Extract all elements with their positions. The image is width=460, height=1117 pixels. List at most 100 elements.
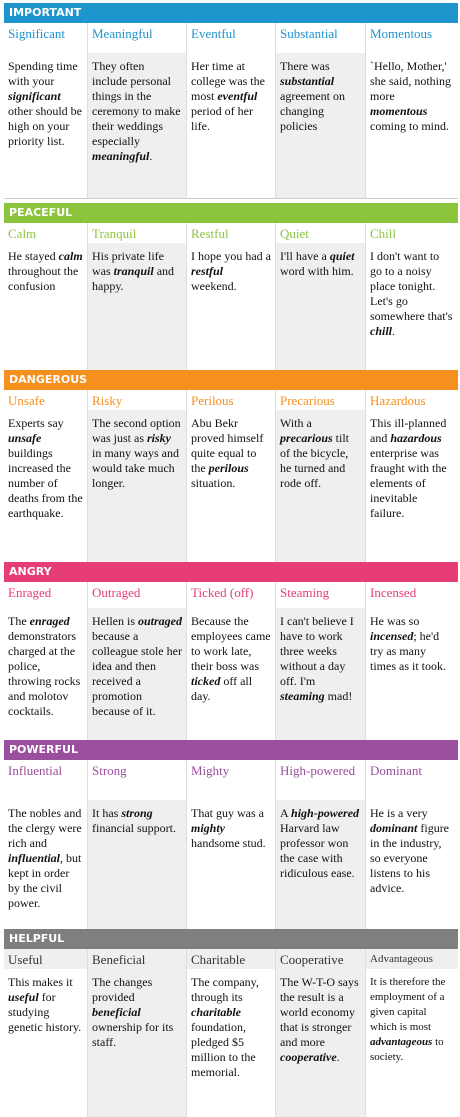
- keyword: tranquil: [113, 264, 154, 278]
- example-text: They often include personal things in th…: [92, 59, 181, 148]
- example: This ill-planned and hazardous enterpris…: [366, 410, 458, 574]
- example-text: demonstrators charged at the police, thr…: [8, 629, 81, 718]
- example-text: .: [336, 1050, 340, 1064]
- example-text: I don't want to go to a noisy place toni…: [370, 249, 453, 323]
- keyword: meaningful: [92, 149, 150, 163]
- example: I'll have a quiet word with him.: [276, 243, 366, 383]
- word: High-powered: [276, 760, 366, 800]
- example-text: financial support.: [92, 821, 176, 835]
- example-text: Harvard law professor won the case with …: [280, 821, 355, 880]
- example-text: figure in the industry, so everyone list…: [370, 821, 450, 895]
- example-text: coming to mind.: [370, 119, 449, 133]
- example-text: He stayed: [8, 249, 59, 263]
- example: There was substantial agreement on chang…: [276, 53, 366, 198]
- example-text: There was: [280, 59, 330, 73]
- example-text: The nobles and the clergy were rich and: [8, 806, 82, 850]
- keyword: influential: [8, 851, 61, 865]
- word-row: Unsafe Risky Perilous Precarious Hazardous: [4, 390, 458, 410]
- word: Calm: [4, 223, 88, 243]
- keyword: outraged: [138, 614, 183, 628]
- example-text: This makes it: [8, 975, 73, 989]
- section: DANGEROUS Unsafe Risky Perilous Precarious Ha…: [4, 370, 458, 575]
- word: Tranquil: [88, 223, 187, 243]
- example-text: agreement on changing policies: [280, 89, 345, 133]
- word: Hazardous: [370, 393, 426, 408]
- example: The second option was just as risky in m…: [88, 410, 187, 574]
- example-text: and happy.: [92, 264, 175, 293]
- example: I can't believe I have to work three wee…: [276, 608, 366, 754]
- example: He is a very dominant figure in the indu…: [366, 800, 458, 950]
- example-text: situation.: [191, 476, 236, 490]
- example: It has strong financial support.: [88, 800, 187, 950]
- word: Incensed: [370, 585, 417, 600]
- example-text: period of her life.: [191, 104, 253, 133]
- example-text: .: [392, 324, 396, 338]
- word: Precarious: [276, 390, 366, 410]
- example-text: foundation, pledged $5 million to the me…: [191, 1020, 256, 1079]
- example-text: Spending time with your: [8, 59, 78, 88]
- word-row: Useful Beneficial Charitable Cooperative Adv…: [4, 949, 458, 969]
- example: The enraged demonstrators charged at the…: [4, 608, 88, 754]
- example-text: That guy was a: [191, 806, 264, 820]
- word: Substantial: [276, 23, 366, 53]
- example-row: The enraged demonstrators charged at the…: [4, 608, 458, 755]
- word: Quiet: [276, 223, 366, 243]
- keyword: useful: [8, 990, 39, 1004]
- keyword: high-powered: [291, 806, 360, 820]
- example-text: , but kept in order by the civil power.: [8, 851, 82, 910]
- word: Strong: [88, 760, 187, 800]
- example-text: enterprise was fraught with the elements…: [370, 446, 447, 520]
- example-text: I can't believe I have to work three wee…: [280, 614, 354, 688]
- word: Beneficial: [88, 949, 187, 969]
- keyword: significant: [8, 89, 61, 103]
- section-title: IMPORTANT: [4, 3, 458, 23]
- word: Charitable: [187, 949, 276, 969]
- word: Dominant: [370, 763, 422, 778]
- word: Chill: [370, 226, 397, 241]
- example-row: He stayed calm throughout the confusion H…: [4, 243, 458, 384]
- word: Cooperative: [276, 949, 366, 969]
- keyword: strong: [121, 806, 153, 820]
- keyword: cooperative: [280, 1050, 337, 1064]
- word-row: Calm Tranquil Restful Quiet Chill: [4, 223, 458, 243]
- word: Momentous: [370, 26, 433, 41]
- keyword: momentous: [370, 104, 428, 118]
- section: PEACEFUL Calm Tranquil Restful Quiet Chill He …: [4, 203, 458, 384]
- example-text: It has: [92, 806, 122, 820]
- keyword: unsafe: [8, 431, 42, 445]
- example-text: .: [149, 149, 153, 163]
- word-row: Influential Strong Mighty High-powered Domin…: [4, 760, 458, 800]
- section: POWERFUL Influential Strong Mighty High-powe…: [4, 740, 458, 951]
- example: Hellen is outraged because a colleague s…: [88, 608, 187, 754]
- word: Enraged: [4, 582, 88, 608]
- word: Influential: [4, 760, 88, 800]
- word-row: Enraged Outraged Ticked (off) Steaming Incen…: [4, 582, 458, 608]
- keyword: hazardous: [390, 431, 442, 445]
- example: That guy was a mighty handsome stud.: [187, 800, 276, 950]
- word: Outraged: [88, 582, 187, 608]
- section-title: PEACEFUL: [4, 203, 458, 223]
- keyword: chill: [370, 324, 393, 338]
- example-row: This makes it useful for studying geneti…: [4, 969, 458, 1117]
- example-text: It is therefore the employment of a give…: [370, 976, 446, 1033]
- word: Useful: [4, 949, 88, 969]
- example-text: He was so: [370, 614, 420, 628]
- example-text: in many ways and would take much longer.: [92, 446, 179, 490]
- keyword: mighty: [191, 821, 226, 835]
- keyword: eventful: [217, 89, 258, 103]
- section-title: POWERFUL: [4, 740, 458, 760]
- keyword: beneficial: [92, 1005, 141, 1019]
- example-text: because a colleague stole her idea and t…: [92, 629, 182, 718]
- example: The W-T-O says the result is a world eco…: [276, 969, 366, 1117]
- keyword: incensed: [370, 629, 414, 643]
- keyword: ticked: [191, 674, 221, 688]
- keyword: dominant: [370, 821, 418, 835]
- example: The changes provided beneficial ownershi…: [88, 969, 187, 1117]
- example-text: I hope you had a: [191, 249, 271, 263]
- example: He was so incensed; he'd try as many tim…: [366, 608, 458, 754]
- example-text: Because the employees came to work late,…: [191, 614, 271, 673]
- example: The company, through its charitable foun…: [187, 969, 276, 1117]
- word: Mighty: [187, 760, 276, 800]
- example: It is therefore the employment of a give…: [366, 969, 458, 1117]
- example-text: word with him.: [280, 264, 354, 278]
